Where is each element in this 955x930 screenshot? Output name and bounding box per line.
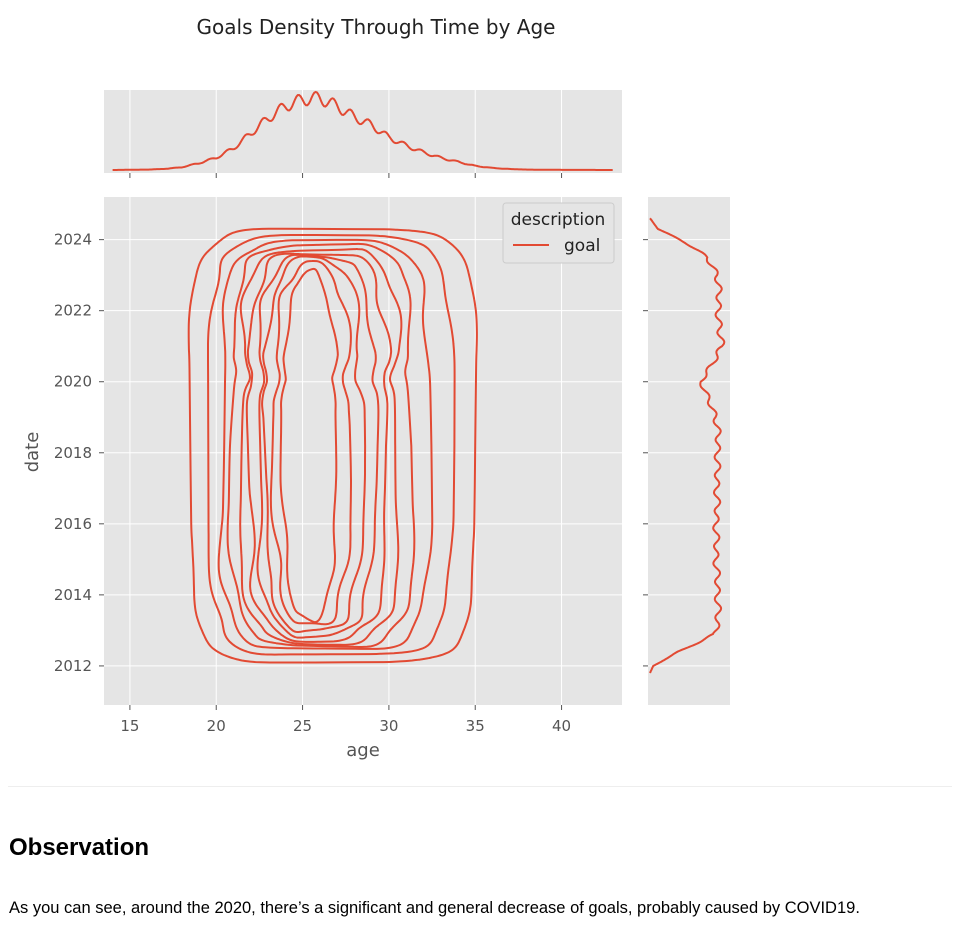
y-tick-label: 2022: [54, 302, 92, 320]
kde-contour-level-10: [279, 267, 339, 624]
y-tick-label: 2016: [54, 515, 92, 533]
legend-goal-label: goal: [564, 236, 600, 256]
joint-kde-chart: Goals Density Through Time by Age 15 20 25…: [22, 15, 730, 761]
x-tick-label: 35: [466, 717, 485, 735]
y-axis-label: date: [22, 432, 43, 473]
x-tick-label: 15: [120, 717, 139, 735]
top-marginal-ticks: [129, 173, 563, 178]
right-marginal-ticks: [643, 239, 648, 667]
legend-title: description: [511, 210, 606, 230]
legend: description goal: [502, 202, 615, 264]
kde-contour-level-3: [217, 238, 434, 650]
x-tick-label: 30: [379, 717, 398, 735]
y-axis-ticks: 2012 2014 2016 2018 2020 2022 2024: [54, 231, 104, 675]
x-axis-ticks: 15 20 25 30 35 40: [120, 705, 571, 735]
kde-contour-level-5: [239, 248, 403, 646]
x-tick-label: 40: [552, 717, 571, 735]
top-marginal-panel: [104, 90, 622, 173]
top-marginal-kde-line: [112, 90, 613, 171]
kde-contours: [187, 227, 478, 664]
x-axis-label: age: [346, 740, 380, 761]
observation-text: As you can see, around the 2020, there’s…: [9, 899, 860, 917]
kde-contour-level-7: [256, 253, 380, 639]
y-tick-label: 2020: [54, 373, 92, 391]
kde-contour-level-9: [269, 259, 352, 626]
chart-title: Goals Density Through Time by Age: [197, 15, 556, 39]
top-marginal-grid: [129, 90, 563, 173]
right-marginal-kde-line: [649, 217, 726, 674]
y-tick-label: 2024: [54, 231, 92, 249]
kde-contour-level-8: [261, 255, 367, 633]
y-tick-label: 2018: [54, 444, 92, 462]
y-tick-label: 2014: [54, 586, 92, 604]
main-panel: [104, 197, 622, 705]
x-tick-label: 25: [293, 717, 312, 735]
legend-box: [502, 202, 615, 264]
kde-contour-level-1: [187, 227, 478, 664]
y-tick-label: 2012: [54, 657, 92, 675]
kde-contour-level-4: [226, 242, 416, 648]
kde-contour-level-2: [206, 234, 456, 656]
observation-heading: Observation: [9, 834, 150, 861]
x-tick-label: 20: [207, 717, 226, 735]
section-divider: [8, 786, 952, 787]
kde-contour-level-6: [245, 252, 393, 643]
